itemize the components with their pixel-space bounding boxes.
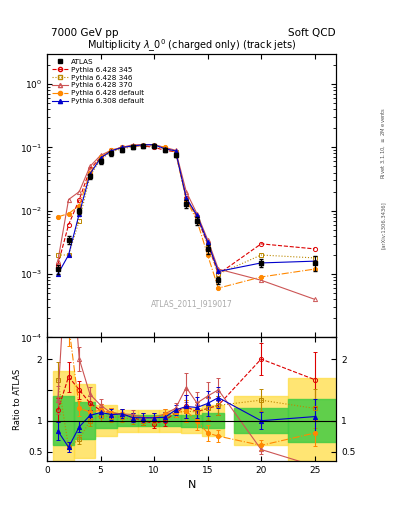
Bar [202, 413, 224, 429]
Text: 7000 GeV pp: 7000 GeV pp [51, 28, 119, 38]
Legend: ATLAS, Pythia 6.428 345, Pythia 6.428 346, Pythia 6.428 370, Pythia 6.428 defaul: ATLAS, Pythia 6.428 345, Pythia 6.428 34… [51, 57, 145, 105]
Text: ATLAS_2011_I919017: ATLAS_2011_I919017 [151, 299, 233, 308]
Bar [288, 399, 342, 442]
Bar [138, 415, 160, 426]
Title: Multiplicity $\lambda\_0^0$ (charged only) (track jets): Multiplicity $\lambda\_0^0$ (charged onl… [87, 37, 296, 54]
Bar [234, 396, 288, 445]
Bar [117, 415, 138, 426]
Bar [160, 410, 181, 432]
Bar [74, 383, 95, 458]
Bar [74, 402, 95, 439]
Bar [53, 396, 74, 445]
Bar [234, 409, 288, 433]
Bar [202, 406, 224, 436]
Bar [138, 410, 160, 432]
Text: Soft QCD: Soft QCD [288, 28, 336, 38]
Bar [288, 377, 342, 464]
Text: [arXiv:1306.3436]: [arXiv:1306.3436] [381, 201, 386, 249]
Bar [95, 406, 117, 436]
Bar [160, 415, 181, 426]
Bar [95, 413, 117, 429]
Bar [117, 410, 138, 432]
Bar [53, 371, 74, 470]
Bar [181, 415, 202, 427]
Text: Rivet 3.1.10, $\geq$ 2M events: Rivet 3.1.10, $\geq$ 2M events [379, 107, 387, 180]
Bar [181, 409, 202, 433]
X-axis label: N: N [187, 480, 196, 490]
Y-axis label: Ratio to ATLAS: Ratio to ATLAS [13, 369, 22, 430]
